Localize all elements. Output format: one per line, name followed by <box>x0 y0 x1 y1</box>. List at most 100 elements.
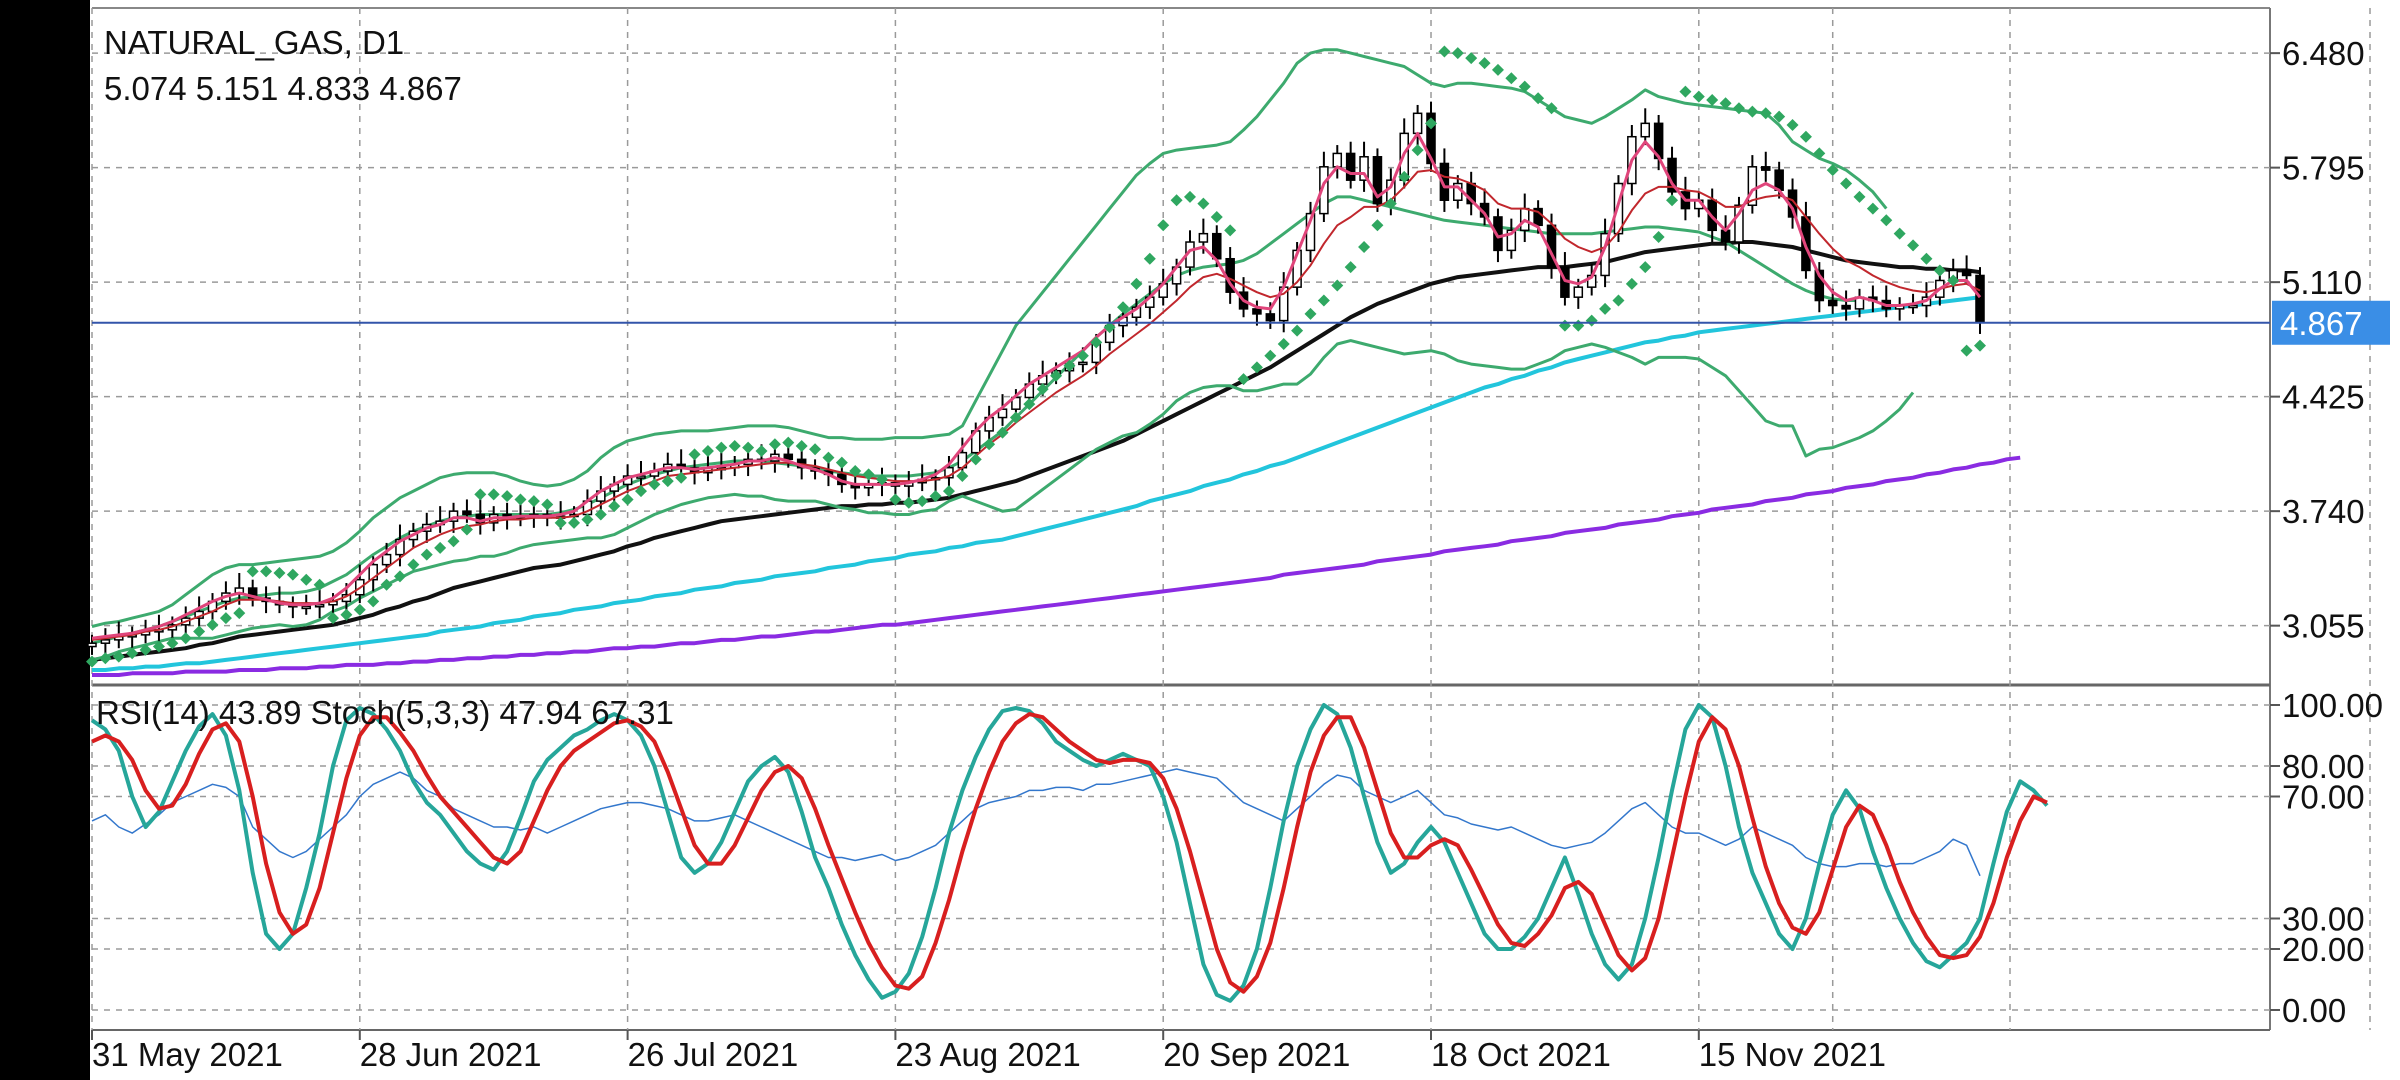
parabolic-sar-dot <box>1599 302 1612 315</box>
parabolic-sar-dot <box>1090 336 1103 349</box>
parabolic-sar-dot <box>407 558 420 571</box>
candle-body <box>1412 112 1423 135</box>
parabolic-sar-dot <box>1317 294 1330 307</box>
parabolic-sar-dot <box>621 493 634 506</box>
parabolic-sar-dot <box>340 608 353 621</box>
bollinger-upper-line <box>91 48 1888 628</box>
parabolic-sar-dot <box>1706 93 1719 106</box>
candle-body <box>1734 204 1744 243</box>
parabolic-sar-dot <box>983 438 996 451</box>
parabolic-sar-dot <box>902 496 915 509</box>
parabolic-sar-dot <box>1813 147 1826 160</box>
parabolic-sar-dot <box>1438 45 1451 58</box>
stochastic-signal-line <box>91 712 2048 994</box>
candle-body <box>636 475 646 479</box>
candle-body <box>1961 269 1972 277</box>
parabolic-sar-dot <box>1050 369 1063 382</box>
parabolic-sar-dot <box>1076 349 1089 362</box>
parabolic-sar-dot <box>1840 177 1853 190</box>
parabolic-sar-dot <box>260 565 273 578</box>
parabolic-sar-dot <box>1679 85 1692 98</box>
parabolic-sar-dot <box>474 488 487 501</box>
parabolic-sar-dot <box>1532 92 1545 105</box>
parabolic-sar-dot <box>246 565 259 578</box>
date-tick-label: 15 Nov 2021 <box>1699 1036 1886 1073</box>
parabolic-sar-dot <box>1572 319 1585 332</box>
date-tick-label: 23 Aug 2021 <box>895 1036 1080 1073</box>
parabolic-sar-dot <box>1398 170 1411 183</box>
parabolic-sar-dot <box>996 426 1009 439</box>
parabolic-sar-dot <box>755 444 768 457</box>
parabolic-sar-dot <box>1612 294 1625 307</box>
candle-body <box>1573 286 1584 298</box>
symbol-timeframe-label: NATURAL_GAS, D1 <box>104 24 405 61</box>
parabolic-sar-dot <box>1264 349 1277 362</box>
parabolic-sar-dot <box>487 488 500 501</box>
parabolic-sar-dot <box>1103 321 1116 334</box>
parabolic-sar-dot <box>1170 194 1183 207</box>
candle-body <box>1493 216 1503 252</box>
price-panel[interactable] <box>86 45 2270 677</box>
parabolic-sar-dot <box>367 595 380 608</box>
parabolic-sar-dot <box>1719 97 1732 110</box>
parabolic-sar-dot <box>594 508 607 521</box>
parabolic-sar-dot <box>782 436 795 449</box>
parabolic-sar-dot <box>501 490 514 503</box>
parabolic-sar-dot <box>233 607 246 620</box>
parabolic-sar-dot <box>541 498 554 511</box>
candle-body <box>100 639 111 644</box>
parabolic-sar-dot <box>929 490 942 503</box>
candle-body <box>1827 299 1838 307</box>
parabolic-sar-dot <box>715 441 728 454</box>
candle-body <box>1198 232 1209 243</box>
candle-body <box>1078 361 1088 366</box>
parabolic-sar-dot <box>1224 224 1237 237</box>
ema-slow-line <box>91 169 1981 641</box>
parabolic-sar-dot <box>1157 219 1170 232</box>
axis-layer: 6.480 5.795 5.110 4.425 3.740 3.055 100.00 80.0… <box>91 35 2390 1073</box>
parabolic-sar-dot <box>1866 202 1879 215</box>
parabolic-sar-dot <box>809 443 822 456</box>
parabolic-sar-dot <box>1210 210 1223 223</box>
parabolic-sar-dot <box>327 612 340 625</box>
parabolic-sar-dot <box>1974 339 1986 352</box>
oscillator-panel[interactable] <box>90 703 2049 1003</box>
parabolic-sar-dot <box>1358 241 1371 254</box>
price-tick-label: 5.795 <box>2282 150 2365 187</box>
parabolic-sar-dot <box>675 471 688 484</box>
parabolic-sar-dot <box>1371 219 1384 232</box>
candle-body <box>783 453 794 461</box>
parabolic-sar-dot <box>1639 261 1652 274</box>
grid-layer <box>91 7 2371 1031</box>
candle-body <box>1265 313 1276 322</box>
oscillator-tick-label: 30.00 <box>2282 901 2365 938</box>
parabolic-sar-dot <box>849 465 862 478</box>
parabolic-sar-dot <box>1250 361 1263 374</box>
parabolic-sar-dot <box>112 650 125 663</box>
parabolic-sar-dot <box>273 567 286 580</box>
parabolic-sar-dot <box>1933 264 1946 277</box>
parabolic-sar-dot <box>1746 105 1759 118</box>
date-tick-label: 18 Oct 2021 <box>1431 1036 1611 1073</box>
oscillator-tick-label: 70.00 <box>2282 779 2365 816</box>
parabolic-sar-dot <box>1304 307 1317 320</box>
parabolic-sar-dot <box>353 603 366 616</box>
parabolic-sar-dot <box>822 451 835 464</box>
parabolic-sar-dot <box>1518 80 1531 93</box>
parabolic-sar-dot <box>1451 47 1464 60</box>
sma100-line <box>92 295 1981 672</box>
parabolic-sar-dot <box>1009 411 1022 424</box>
parabolic-sar-dot <box>728 439 741 452</box>
oscillator-tick-label: 20.00 <box>2282 931 2365 968</box>
parabolic-sar-dot <box>876 473 889 486</box>
parabolic-sar-dot <box>956 470 969 483</box>
candle-body <box>1720 229 1731 243</box>
parabolic-sar-dot <box>139 643 152 656</box>
candle-body <box>1841 304 1851 310</box>
parabolic-sar-dot <box>1023 398 1036 411</box>
parabolic-sar-dot <box>1465 52 1478 65</box>
parabolic-sar-dot <box>393 570 406 583</box>
oscillator-values-label: RSI(14) 43.89 Stoch(5,3,3) 47.94 67.31 <box>96 694 674 731</box>
parabolic-sar-dot <box>179 632 192 645</box>
